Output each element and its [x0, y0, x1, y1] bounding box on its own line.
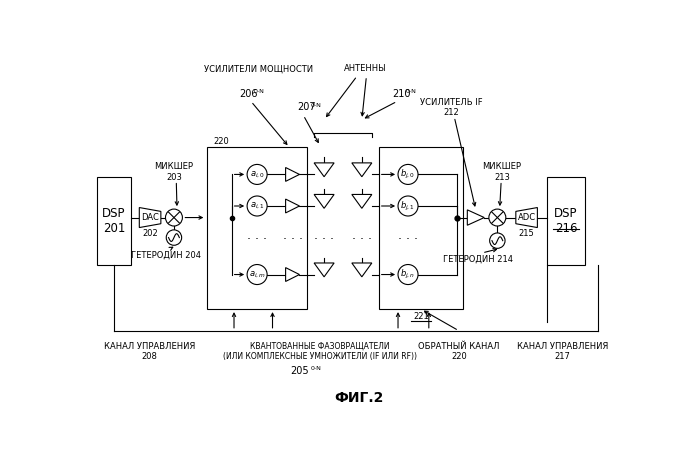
Bar: [547, 177, 585, 265]
Polygon shape: [516, 207, 538, 228]
Text: $a_{i,m}$: $a_{i,m}$: [248, 269, 266, 280]
Text: · · ·: · · ·: [352, 233, 372, 246]
Text: МИКШЕР
203: МИКШЕР 203: [155, 162, 193, 182]
Text: 215: 215: [519, 229, 535, 238]
Polygon shape: [314, 163, 334, 177]
Text: 205: 205: [290, 366, 309, 376]
Text: $a_{i,1}$: $a_{i,1}$: [250, 201, 265, 211]
Polygon shape: [286, 199, 300, 213]
Text: $b_{j,0}$: $b_{j,0}$: [400, 168, 416, 181]
Text: КАНАЛ УПРАВЛЕНИЯ
217: КАНАЛ УПРАВЛЕНИЯ 217: [517, 342, 608, 361]
Text: КАНАЛ УПРАВЛЕНИЯ
208: КАНАЛ УПРАВЛЕНИЯ 208: [104, 342, 195, 361]
Text: · · ·: · · ·: [398, 233, 418, 246]
Polygon shape: [352, 195, 372, 208]
Text: DSP
216: DSP 216: [554, 207, 577, 235]
Circle shape: [165, 209, 183, 226]
Text: ФИГ.2: ФИГ.2: [334, 391, 384, 405]
Text: · · ·: · · ·: [283, 233, 302, 246]
Text: $b_{j,n}$: $b_{j,n}$: [400, 268, 416, 281]
Polygon shape: [286, 268, 300, 281]
Text: ADC: ADC: [517, 213, 536, 222]
Text: 220: 220: [213, 137, 229, 146]
Text: АНТЕННЫ: АНТЕННЫ: [344, 64, 386, 73]
Text: · · ·: · · ·: [247, 233, 267, 246]
Polygon shape: [139, 207, 161, 228]
Circle shape: [167, 230, 181, 245]
Bar: [97, 177, 131, 265]
Polygon shape: [352, 263, 372, 277]
Text: ГЕТЕРОДИН 204: ГЕТЕРОДИН 204: [132, 251, 202, 260]
Circle shape: [398, 164, 418, 185]
Text: $a_{i,0}$: $a_{i,0}$: [250, 169, 265, 179]
Text: $b_{j,1}$: $b_{j,1}$: [400, 200, 416, 213]
Text: 206: 206: [239, 89, 258, 99]
Bar: [379, 147, 463, 309]
Text: ОБРАТНЫЙ КАНАЛ
220: ОБРАТНЫЙ КАНАЛ 220: [418, 342, 500, 361]
Text: 207: 207: [297, 102, 316, 112]
Text: 0-N: 0-N: [253, 89, 264, 94]
Circle shape: [490, 233, 505, 248]
Text: DAC: DAC: [141, 213, 159, 222]
Circle shape: [247, 196, 267, 216]
Polygon shape: [352, 163, 372, 177]
Text: 0-N: 0-N: [406, 89, 416, 94]
Polygon shape: [468, 210, 484, 225]
Text: 202: 202: [142, 229, 158, 238]
Text: DSP
201: DSP 201: [102, 207, 125, 235]
Bar: [207, 147, 307, 309]
Polygon shape: [314, 263, 334, 277]
Text: МИКШЕР
213: МИКШЕР 213: [482, 162, 522, 182]
Circle shape: [398, 196, 418, 216]
Circle shape: [398, 264, 418, 285]
Polygon shape: [286, 168, 300, 181]
Text: УСИЛИТЕЛЬ IF
212: УСИЛИТЕЛЬ IF 212: [420, 98, 482, 117]
Text: 0-N: 0-N: [311, 103, 322, 107]
Text: ГЕТЕРОДИН 214: ГЕТЕРОДИН 214: [443, 255, 513, 263]
Circle shape: [247, 264, 267, 285]
Polygon shape: [314, 195, 334, 208]
Text: · · ·: · · ·: [314, 233, 334, 246]
Text: УСИЛИТЕЛИ МОЩНОСТИ: УСИЛИТЕЛИ МОЩНОСТИ: [204, 64, 313, 73]
Text: 0-N: 0-N: [311, 366, 322, 371]
Text: 221: 221: [413, 313, 429, 321]
Circle shape: [489, 209, 506, 226]
Text: КВАНТОВАННЫЕ ФАЗОВРАЩАТЕЛИ
(ИЛИ КОМПЛЕКСНЫЕ УМНОЖИТЕЛИ (IF ИЛИ RF)): КВАНТОВАННЫЕ ФАЗОВРАЩАТЕЛИ (ИЛИ КОМПЛЕКС…: [223, 342, 417, 361]
Circle shape: [247, 164, 267, 185]
Text: 210: 210: [392, 89, 410, 99]
